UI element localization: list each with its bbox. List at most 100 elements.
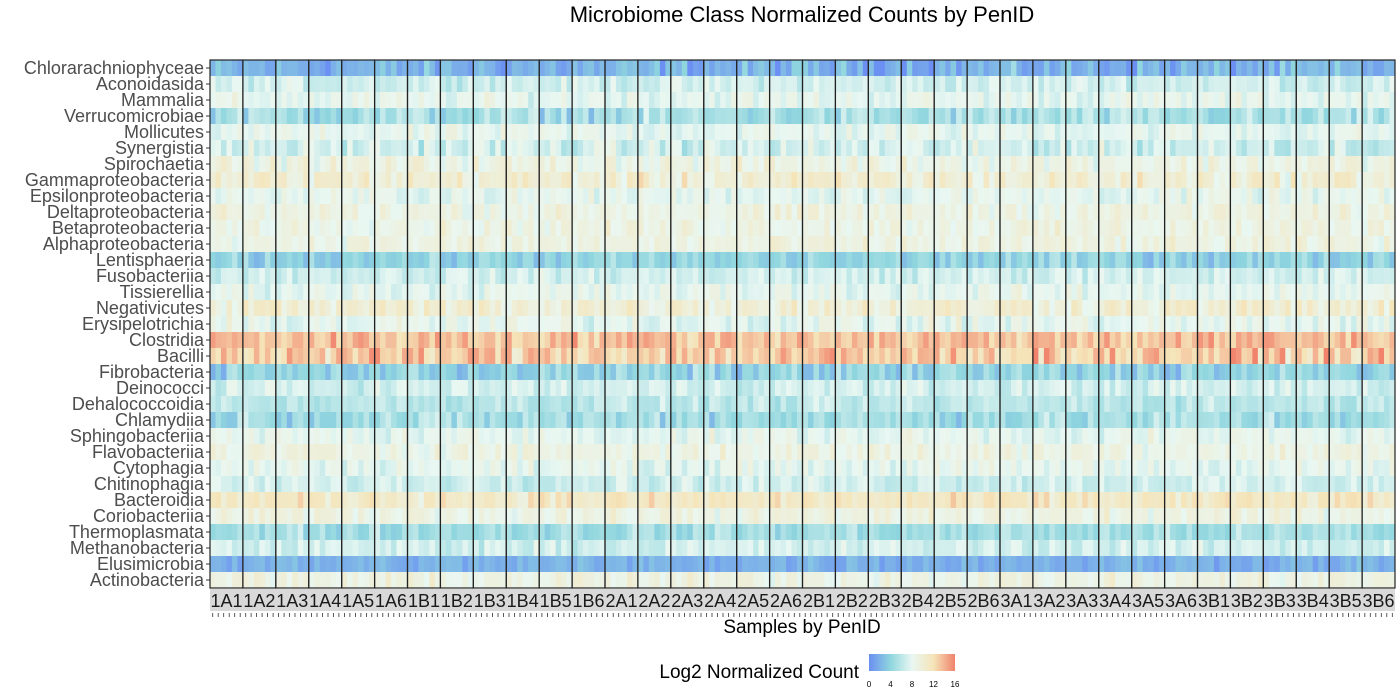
heatmap-cell bbox=[714, 204, 721, 221]
heatmap-cell bbox=[539, 140, 545, 157]
heatmap-cell bbox=[829, 172, 836, 189]
heatmap-cell bbox=[1192, 124, 1198, 141]
heatmap-cell bbox=[1268, 220, 1275, 237]
heatmap-cell bbox=[396, 300, 403, 317]
heatmap-cell bbox=[802, 332, 809, 349]
heatmap-cell bbox=[1323, 284, 1330, 301]
heatmap-cell bbox=[1246, 76, 1253, 93]
heatmap-cell bbox=[818, 188, 825, 205]
heatmap-cell bbox=[698, 140, 705, 157]
heatmap-cell bbox=[1230, 156, 1237, 173]
heatmap-cell bbox=[561, 172, 567, 189]
heatmap-cell bbox=[813, 60, 820, 77]
heatmap-cell bbox=[555, 188, 562, 205]
heatmap-cell bbox=[281, 428, 288, 445]
heatmap-cell bbox=[325, 108, 331, 125]
heatmap-cell bbox=[1208, 204, 1215, 221]
heatmap-cell bbox=[380, 188, 386, 205]
heatmap-cell bbox=[478, 332, 485, 349]
heatmap-cell bbox=[242, 124, 249, 141]
heatmap-cell bbox=[934, 220, 940, 237]
heatmap-cell bbox=[264, 300, 271, 317]
heatmap-cell bbox=[599, 92, 606, 109]
heatmap-cell bbox=[1307, 364, 1314, 381]
heatmap-cell bbox=[1257, 92, 1264, 109]
heatmap-cell bbox=[1389, 396, 1396, 413]
heatmap-cell bbox=[676, 60, 683, 77]
heatmap-cell bbox=[1378, 268, 1385, 285]
heatmap-cell bbox=[292, 396, 299, 413]
heatmap-cell bbox=[522, 140, 529, 157]
heatmap-cell bbox=[857, 300, 864, 317]
heatmap-cell bbox=[506, 92, 513, 109]
heatmap-cell bbox=[807, 108, 814, 125]
heatmap-cell bbox=[418, 316, 425, 333]
heatmap-cell bbox=[840, 348, 847, 365]
heatmap-cell bbox=[1181, 396, 1187, 413]
heatmap-cell bbox=[1230, 348, 1237, 365]
heatmap-cell bbox=[1307, 76, 1314, 93]
heatmap-cell bbox=[1290, 220, 1297, 237]
heatmap-cell bbox=[1153, 348, 1160, 365]
heatmap-cell bbox=[347, 316, 353, 333]
heatmap-cell bbox=[511, 348, 518, 365]
heatmap-cell bbox=[857, 124, 864, 141]
heatmap-cell bbox=[391, 364, 397, 381]
heatmap-cell bbox=[824, 156, 831, 173]
heatmap-cell bbox=[643, 332, 650, 349]
heatmap-cell bbox=[1142, 316, 1149, 333]
heatmap-cell bbox=[1340, 236, 1346, 253]
heatmap-cell bbox=[1153, 172, 1160, 189]
heatmap-cell bbox=[857, 396, 864, 413]
heatmap-cell bbox=[1104, 300, 1111, 317]
heatmap-cell bbox=[1257, 188, 1264, 205]
heatmap-cell bbox=[495, 300, 502, 317]
heatmap-cell bbox=[308, 284, 315, 301]
heatmap-cell bbox=[572, 220, 578, 237]
heatmap-cell bbox=[895, 268, 902, 285]
heatmap-cell bbox=[780, 268, 787, 285]
heatmap-cell bbox=[928, 268, 935, 285]
heatmap-cell bbox=[895, 204, 902, 221]
heatmap-cell bbox=[407, 236, 414, 253]
heatmap-cell bbox=[1137, 268, 1143, 285]
heatmap-cell bbox=[336, 124, 342, 141]
heatmap-cell bbox=[544, 188, 551, 205]
heatmap-cell bbox=[917, 92, 924, 109]
heatmap-cell bbox=[429, 92, 436, 109]
heatmap-cell bbox=[577, 188, 584, 205]
heatmap-cell bbox=[1192, 268, 1198, 285]
heatmap-cell bbox=[659, 172, 666, 189]
heatmap-cell bbox=[396, 252, 403, 269]
heatmap-cell bbox=[220, 332, 227, 349]
heatmap-cell bbox=[544, 380, 551, 397]
heatmap-cell bbox=[391, 156, 397, 173]
heatmap-cell bbox=[989, 236, 995, 253]
heatmap-cell bbox=[495, 76, 502, 93]
heatmap-cell bbox=[1181, 204, 1187, 221]
heatmap-cell bbox=[248, 428, 255, 445]
heatmap-cell bbox=[742, 252, 748, 269]
heatmap-cell bbox=[1340, 300, 1346, 317]
heatmap-cell bbox=[319, 316, 326, 333]
heatmap-cell bbox=[270, 300, 277, 317]
heatmap-cell bbox=[1159, 124, 1165, 141]
heatmap-cell bbox=[1153, 92, 1160, 109]
heatmap-cell bbox=[215, 364, 222, 381]
heatmap-cell bbox=[1219, 76, 1226, 93]
heatmap-cell bbox=[275, 364, 282, 381]
heatmap-cell bbox=[950, 220, 957, 237]
heatmap-cell bbox=[259, 156, 266, 173]
heatmap-cell bbox=[906, 236, 913, 253]
heatmap-cell bbox=[445, 172, 452, 189]
heatmap-cell bbox=[506, 204, 513, 221]
heatmap-cell bbox=[1329, 220, 1335, 237]
heatmap-cell bbox=[972, 172, 979, 189]
heatmap-cell bbox=[1054, 108, 1061, 125]
heatmap-cell bbox=[879, 156, 886, 173]
heatmap-cell bbox=[835, 252, 842, 269]
heatmap-cell bbox=[692, 332, 699, 349]
heatmap-cell bbox=[928, 140, 935, 157]
heatmap-cell bbox=[1268, 412, 1275, 429]
heatmap-cell bbox=[352, 268, 359, 285]
